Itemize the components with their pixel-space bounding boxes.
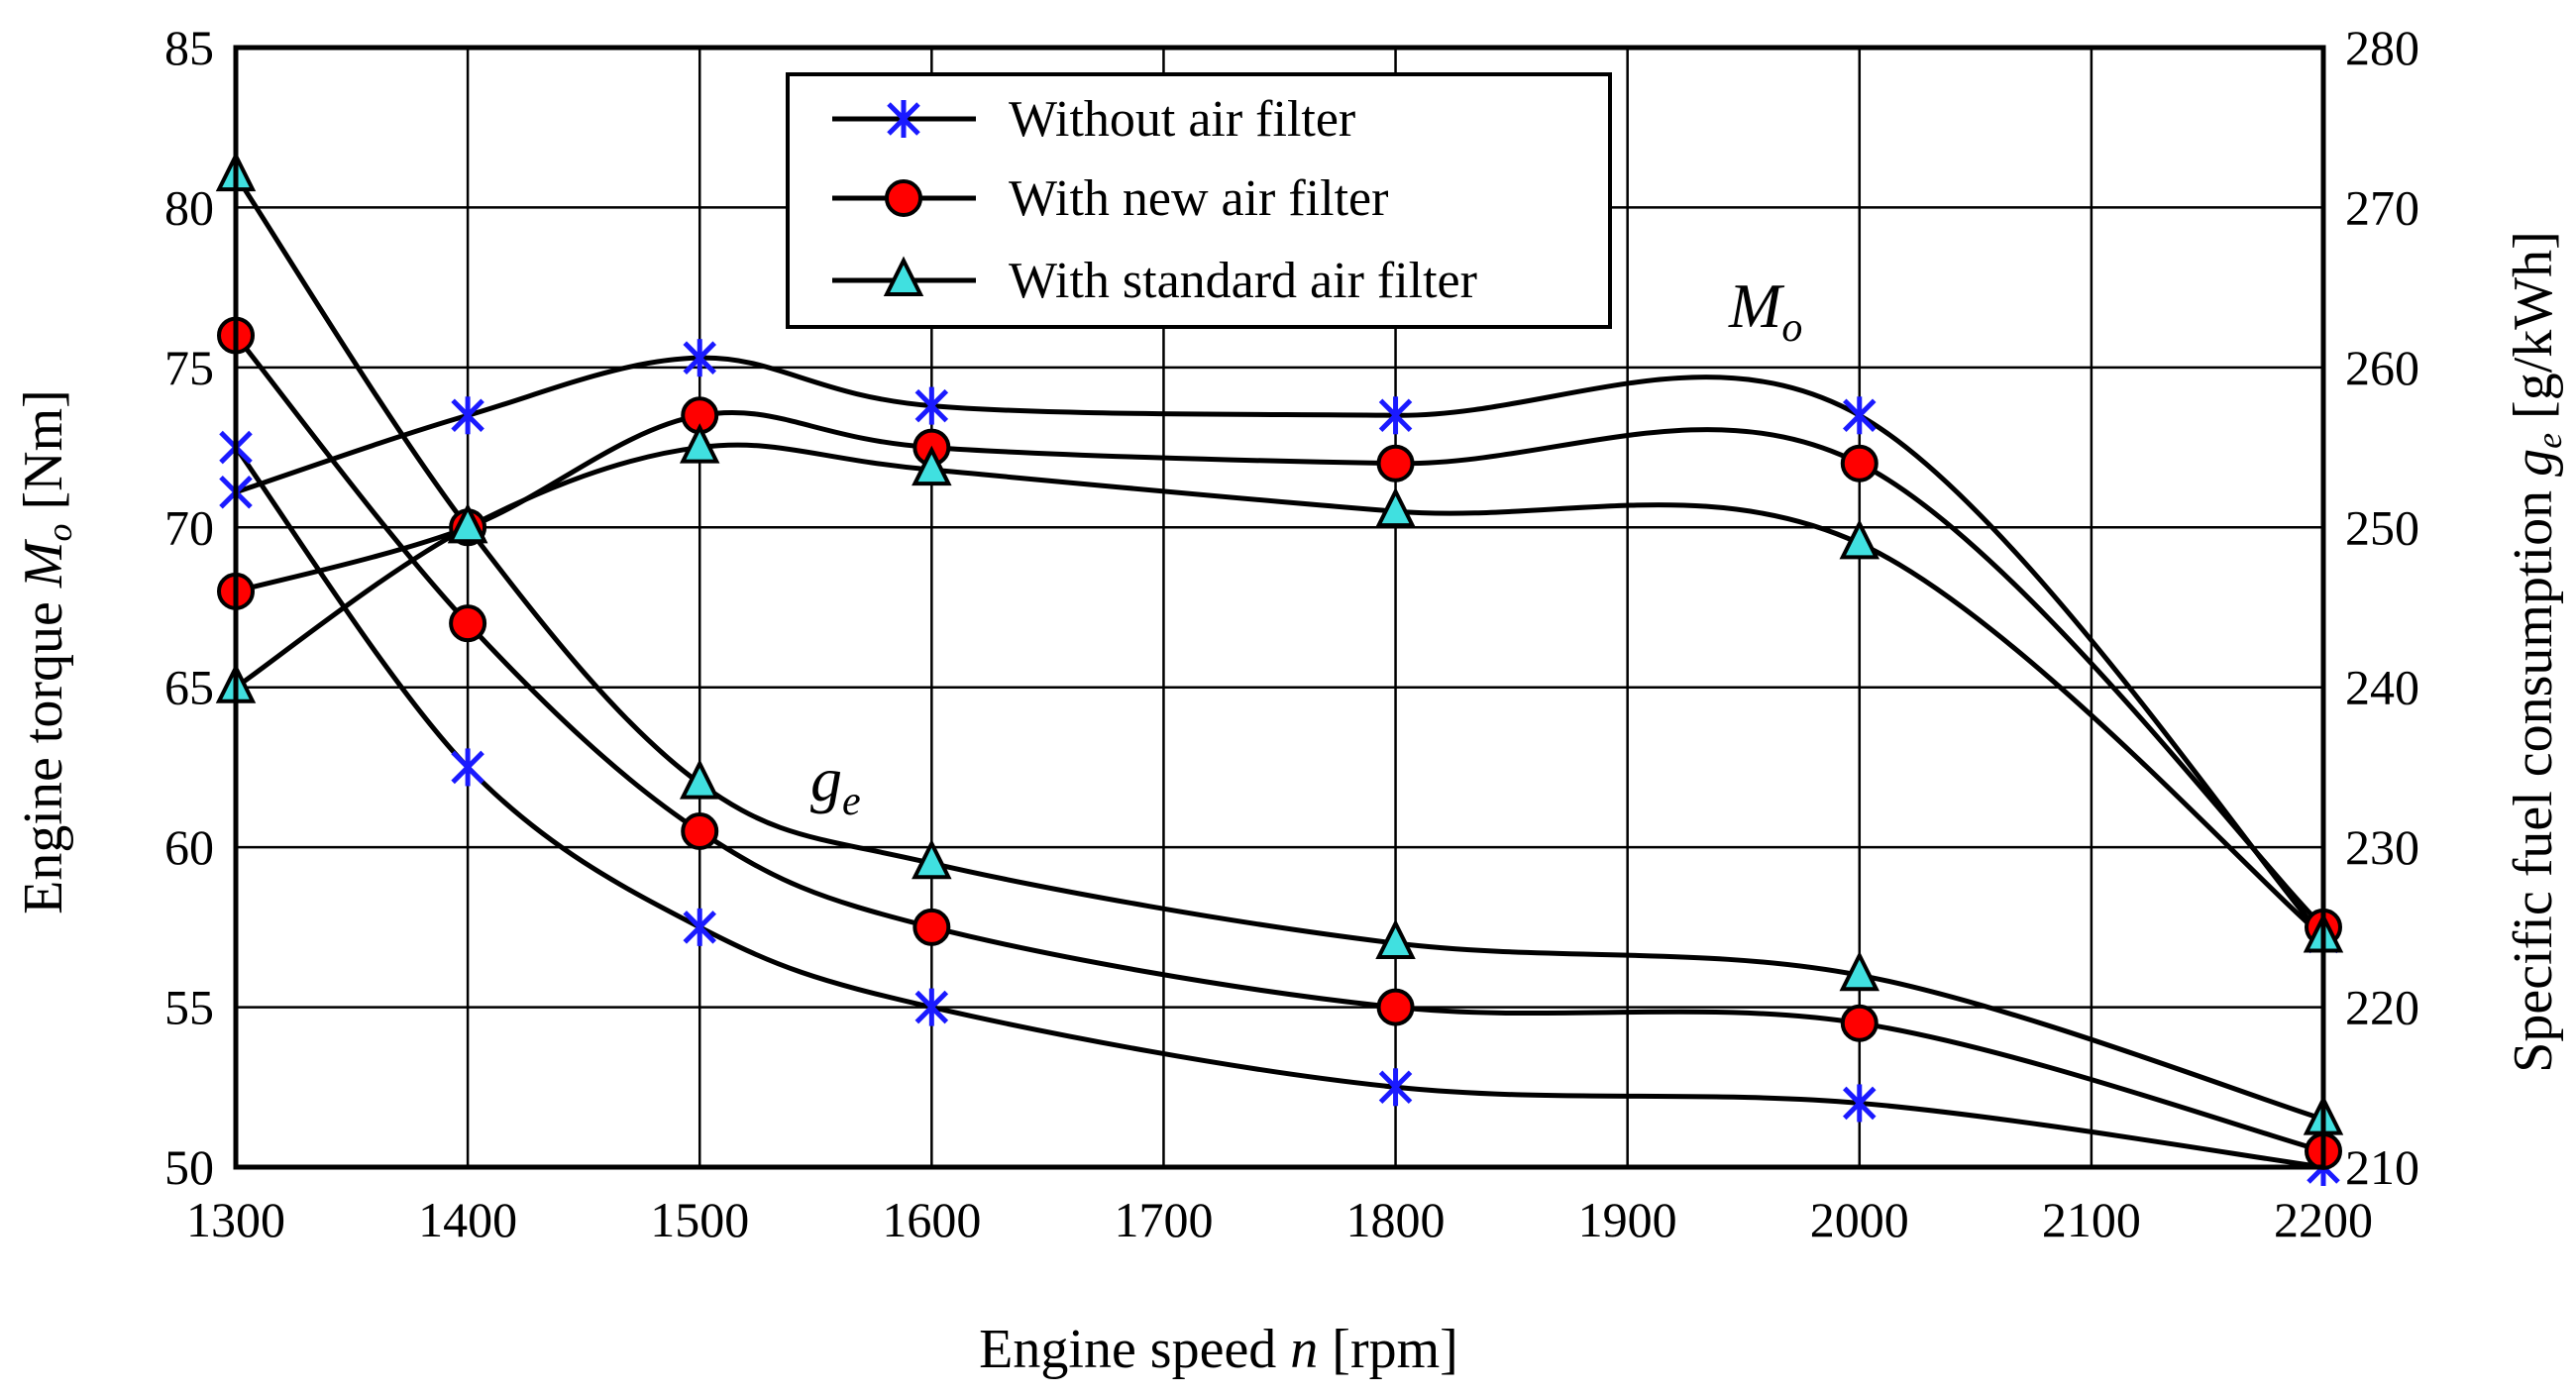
- left-axis-title-prefix: Engine torque: [13, 588, 74, 914]
- torque-line-triangle: [234, 442, 2325, 939]
- left-tick-label: 65: [164, 660, 214, 715]
- legend-marker-circle: [885, 179, 922, 217]
- torque-point-asterisk: [683, 339, 716, 377]
- x-tick-label: 2200: [2274, 1192, 2373, 1247]
- torque-point-triangle: [912, 445, 952, 486]
- x-tick-label: 2000: [1810, 1192, 1909, 1247]
- torque-curve-label-var: M: [1728, 270, 1785, 341]
- legend-marker-asterisk: [887, 100, 920, 138]
- fuel-line-circle: [234, 334, 2324, 1154]
- torque-curve-label: Mo: [1728, 270, 1802, 351]
- torque-point-asterisk: [451, 396, 484, 435]
- x-axis-title-var: n: [1290, 1319, 1318, 1380]
- left-axis-title-unit: [Nm]: [13, 389, 74, 523]
- right-axis-title-prefix: Specific fuel consumption: [2503, 477, 2564, 1073]
- right-tick-label: 280: [2345, 20, 2419, 75]
- fuel-point-triangle: [912, 838, 952, 880]
- fuel-point-circle: [1376, 988, 1415, 1026]
- left-tick-label: 60: [164, 819, 214, 875]
- legend-label-asterisk: Without air filter: [1009, 91, 1355, 148]
- legend: Without air filter With new air filter Wit…: [786, 72, 1612, 329]
- x-tick-label: 1800: [1346, 1192, 1446, 1247]
- x-axis-title-unit: [rpm]: [1318, 1319, 1458, 1380]
- left-tick-label: 70: [164, 499, 214, 555]
- tick-labels: 1300 1400 1500 1600 1700 1800 1900 2000 2100 2200…: [164, 20, 2419, 1247]
- left-tick-label: 85: [164, 20, 214, 75]
- right-tick-label: 250: [2345, 499, 2419, 555]
- legend-marker-triangle: [883, 256, 924, 296]
- legend-label-circle: With new air filter: [1009, 170, 1388, 227]
- torque-line-asterisk: [235, 355, 2325, 939]
- torque-point-triangle: [1839, 518, 1880, 560]
- left-tick-label: 80: [164, 179, 214, 235]
- fuel-point-circle: [681, 812, 719, 850]
- x-tick-label: 1400: [418, 1192, 517, 1247]
- fuel-point-triangle: [679, 759, 720, 800]
- fuel-point-circle: [449, 604, 487, 643]
- left-axis-title: Engine torque Mo [Nm]: [13, 389, 79, 914]
- torque-point-triangle: [679, 423, 720, 464]
- right-tick-label: 240: [2345, 660, 2419, 715]
- right-axis-title-unit: [g/kWh]: [2503, 231, 2564, 433]
- torque-point-asterisk: [1378, 396, 1413, 435]
- right-axis-title-sub: e: [2529, 433, 2569, 449]
- x-tick-label: 1900: [1578, 1192, 1677, 1247]
- left-axis-title-var: M: [13, 538, 74, 589]
- fuel-point-triangle: [447, 502, 488, 544]
- x-axis-title: Engine speed n [rpm]: [979, 1319, 1458, 1380]
- fuel-curve-label-sub: e: [842, 779, 861, 824]
- left-tick-label: 50: [164, 1139, 214, 1195]
- torque-point-circle: [1376, 444, 1415, 483]
- fuel-point-asterisk: [451, 748, 484, 787]
- torque-point-asterisk: [1843, 396, 1877, 435]
- fuel-curve-label-var: g: [810, 744, 842, 814]
- left-axis-title-sub: o: [40, 523, 79, 541]
- x-axis-title-prefix: Engine speed: [979, 1319, 1290, 1380]
- fuel-point-asterisk: [1843, 1084, 1877, 1123]
- right-tick-label: 270: [2345, 179, 2419, 235]
- torque-curve-label-sub: o: [1781, 305, 1802, 351]
- x-tick-label: 1600: [882, 1192, 981, 1247]
- fuel-line-asterisk: [233, 446, 2324, 1170]
- fuel-point-circle: [1840, 1004, 1878, 1042]
- right-tick-label: 260: [2345, 340, 2419, 395]
- plot-frame: [233, 45, 2326, 1170]
- torque-point-asterisk: [914, 386, 949, 425]
- fuel-point-asterisk: [683, 908, 716, 946]
- fuel-curve-label: ge: [810, 744, 861, 824]
- x-tick-label: 2100: [2042, 1192, 2141, 1247]
- right-axis-title: Specific fuel consumption ge [g/kWh]: [2503, 231, 2569, 1073]
- fuel-point-asterisk: [1378, 1068, 1413, 1107]
- fuel-point-asterisk: [914, 988, 949, 1026]
- right-axis-title-var: g: [2503, 449, 2564, 477]
- torque-point-triangle: [1375, 486, 1416, 528]
- x-tick-label: 1700: [1114, 1192, 1213, 1247]
- left-tick-label: 55: [164, 980, 214, 1035]
- torque-point-circle: [1840, 444, 1878, 483]
- fuel-point-circle: [912, 908, 951, 946]
- fuel-point-triangle: [1375, 918, 1416, 959]
- x-tick-label: 1300: [186, 1192, 285, 1247]
- legend-label-triangle: With standard air filter: [1009, 253, 1477, 309]
- right-tick-label: 210: [2345, 1139, 2419, 1195]
- right-tick-label: 230: [2345, 819, 2419, 875]
- series-markers: [215, 151, 2344, 1186]
- left-tick-label: 75: [164, 340, 214, 395]
- x-tick-label: 1500: [650, 1192, 749, 1247]
- right-tick-label: 220: [2345, 980, 2419, 1035]
- fuel-point-triangle: [1839, 950, 1880, 992]
